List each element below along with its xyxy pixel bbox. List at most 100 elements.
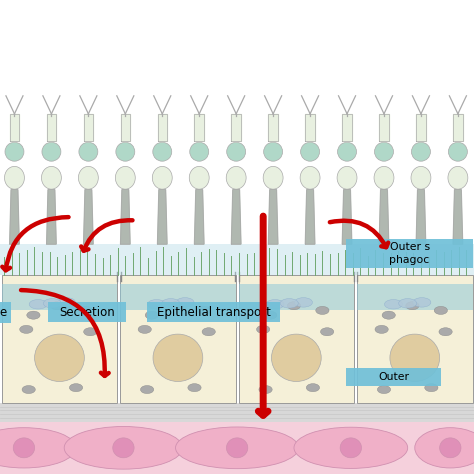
Polygon shape	[231, 114, 241, 141]
Polygon shape	[453, 190, 463, 244]
Ellipse shape	[272, 334, 321, 382]
Ellipse shape	[390, 334, 440, 382]
Polygon shape	[416, 114, 426, 141]
Polygon shape	[231, 190, 241, 244]
Ellipse shape	[145, 311, 158, 319]
Ellipse shape	[316, 306, 329, 314]
Ellipse shape	[406, 301, 419, 310]
Ellipse shape	[153, 334, 203, 382]
Ellipse shape	[42, 142, 61, 161]
Ellipse shape	[227, 142, 246, 161]
Text: Epithelial transport: Epithelial transport	[156, 306, 270, 319]
Polygon shape	[157, 114, 167, 141]
Polygon shape	[268, 190, 278, 244]
Ellipse shape	[377, 385, 391, 393]
Ellipse shape	[375, 325, 388, 333]
Ellipse shape	[188, 383, 201, 392]
Ellipse shape	[79, 142, 98, 161]
Ellipse shape	[78, 166, 98, 189]
Ellipse shape	[41, 166, 61, 189]
Text: e: e	[0, 306, 7, 319]
Polygon shape	[268, 114, 278, 141]
Ellipse shape	[190, 142, 209, 161]
Ellipse shape	[300, 166, 320, 189]
Ellipse shape	[69, 383, 82, 392]
Ellipse shape	[175, 427, 299, 469]
Text: Outer: Outer	[378, 372, 409, 382]
Polygon shape	[10, 114, 19, 141]
Ellipse shape	[294, 427, 408, 468]
Ellipse shape	[169, 301, 182, 310]
Ellipse shape	[374, 166, 394, 189]
Bar	[346, 368, 441, 386]
Polygon shape	[342, 114, 352, 141]
Bar	[0, 403, 474, 422]
Ellipse shape	[79, 306, 92, 314]
Ellipse shape	[399, 299, 417, 308]
Ellipse shape	[264, 311, 277, 319]
Ellipse shape	[13, 438, 35, 458]
Ellipse shape	[439, 328, 452, 336]
Ellipse shape	[337, 166, 357, 189]
Ellipse shape	[374, 142, 393, 161]
Ellipse shape	[5, 142, 24, 161]
Ellipse shape	[29, 300, 47, 309]
Ellipse shape	[256, 325, 270, 333]
Polygon shape	[453, 114, 463, 141]
Polygon shape	[46, 190, 56, 244]
Text: Outer s
phagoc: Outer s phagoc	[390, 242, 430, 265]
Ellipse shape	[113, 438, 134, 458]
Polygon shape	[120, 114, 130, 141]
Polygon shape	[194, 190, 204, 244]
Ellipse shape	[415, 428, 474, 468]
Ellipse shape	[43, 299, 61, 308]
Polygon shape	[379, 190, 389, 244]
Ellipse shape	[259, 385, 272, 393]
Ellipse shape	[266, 300, 284, 309]
Ellipse shape	[382, 311, 395, 319]
Ellipse shape	[115, 166, 135, 189]
Bar	[0, 244, 474, 275]
Bar	[357, 275, 473, 403]
Ellipse shape	[263, 166, 283, 189]
Bar	[120, 275, 236, 403]
Bar	[0, 422, 474, 474]
Bar	[0, 302, 11, 323]
Ellipse shape	[411, 166, 431, 189]
Ellipse shape	[189, 166, 209, 189]
Ellipse shape	[152, 166, 172, 189]
Polygon shape	[157, 190, 167, 244]
Ellipse shape	[5, 166, 25, 189]
Ellipse shape	[440, 438, 461, 458]
Ellipse shape	[411, 142, 430, 161]
Ellipse shape	[337, 142, 356, 161]
Bar	[238, 284, 354, 310]
Polygon shape	[342, 190, 352, 244]
Bar	[2, 275, 117, 403]
Ellipse shape	[0, 428, 76, 468]
Ellipse shape	[340, 438, 362, 458]
Bar	[346, 239, 473, 268]
Polygon shape	[83, 114, 93, 141]
Ellipse shape	[448, 166, 468, 189]
Polygon shape	[416, 190, 426, 244]
Ellipse shape	[301, 142, 319, 161]
Ellipse shape	[50, 301, 64, 310]
Ellipse shape	[287, 301, 301, 310]
Polygon shape	[46, 114, 56, 141]
Bar	[357, 284, 473, 310]
Ellipse shape	[64, 427, 182, 469]
Ellipse shape	[20, 325, 33, 333]
Ellipse shape	[264, 142, 283, 161]
Ellipse shape	[280, 299, 298, 308]
Ellipse shape	[425, 383, 438, 392]
Ellipse shape	[176, 298, 194, 307]
Ellipse shape	[226, 166, 246, 189]
Ellipse shape	[434, 306, 447, 314]
Text: Secretion: Secretion	[59, 306, 115, 319]
Ellipse shape	[306, 383, 319, 392]
Ellipse shape	[35, 334, 84, 382]
Ellipse shape	[83, 328, 97, 336]
Bar	[238, 275, 354, 403]
Polygon shape	[379, 114, 389, 141]
